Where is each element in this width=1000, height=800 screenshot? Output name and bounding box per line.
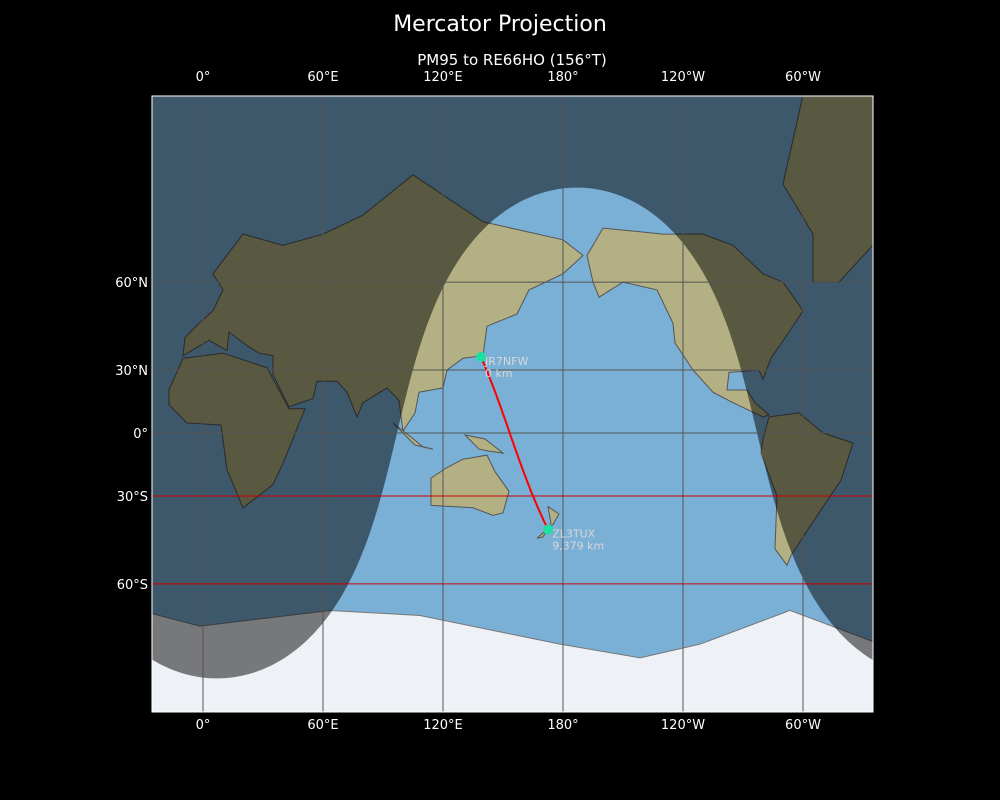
landmass-newguinea	[463, 434, 505, 454]
station-dot[interactable]	[543, 524, 554, 535]
station-callsign: ZL3TUX	[552, 528, 595, 541]
great-circle-path	[480, 356, 550, 530]
map-frame	[151, 95, 874, 713]
top-lon-tick-label: 120°W	[661, 70, 705, 85]
top-lon-tick-label: 0°	[196, 70, 211, 85]
top-lon-tick-label: 60°E	[307, 70, 338, 85]
bottom-lon-tick-label: 60°E	[307, 718, 338, 733]
top-lon-tick-label: 180°	[547, 70, 578, 85]
landmass-indonesia	[392, 422, 434, 450]
station-distance: 9,379 km	[552, 540, 604, 553]
bottom-lon-tick-label: 180°	[547, 718, 578, 733]
station-dot[interactable]	[476, 351, 486, 362]
lat-tick-label: 30°S	[117, 490, 148, 505]
lat-tick-label: 60°S	[117, 578, 148, 593]
top-lon-tick-label: 120°E	[423, 70, 463, 85]
bottom-lon-tick-label: 120°W	[661, 718, 705, 733]
station-distance: 0 km	[485, 367, 513, 380]
figure-title: Mercator Projection	[393, 12, 607, 37]
map-subtitle: PM95 to RE66HO (156°T)	[417, 51, 607, 69]
bottom-lon-tick-label: 0°	[196, 718, 211, 733]
lat-tick-label: 30°N	[115, 364, 148, 379]
lat-tick-label: 60°N	[115, 276, 148, 291]
night-shading	[152, 96, 873, 679]
top-lon-tick-label: 60°W	[785, 70, 821, 85]
lat-tick-label: 0°	[133, 427, 148, 442]
landmass-australia	[430, 454, 510, 516]
bottom-lon-tick-label: 60°W	[785, 718, 821, 733]
station-callsign: JR7NFW	[484, 355, 528, 368]
bottom-lon-tick-label: 120°E	[423, 718, 463, 733]
